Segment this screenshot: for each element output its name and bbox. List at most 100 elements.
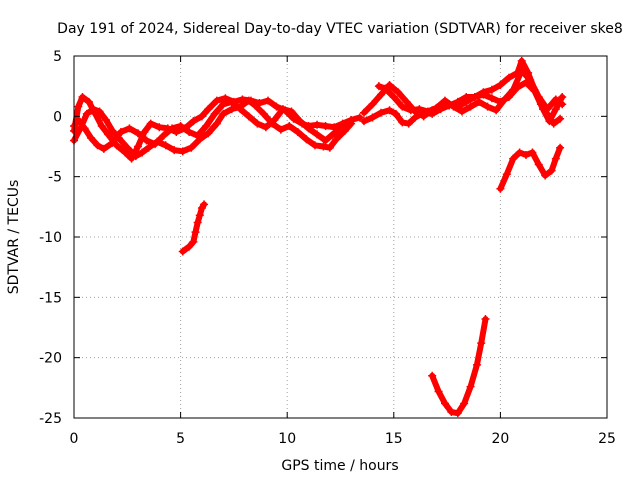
chart-title: Day 191 of 2024, Sidereal Day-to-day VTE… [57, 21, 623, 37]
data-point [330, 129, 339, 138]
data-point [502, 170, 511, 179]
data-point [104, 130, 113, 139]
data-point [176, 121, 185, 130]
series-sat-4 [178, 200, 209, 256]
data-point [428, 371, 437, 380]
data-point [313, 120, 322, 129]
data-point [528, 148, 537, 157]
data-point [251, 101, 260, 110]
data-point [434, 387, 443, 396]
data-point [278, 105, 287, 114]
data-point [483, 102, 492, 111]
data-point [212, 96, 221, 105]
data-point [440, 96, 449, 105]
data-point [189, 237, 198, 246]
data-point [219, 100, 228, 109]
data-point [398, 102, 407, 111]
x-tick-label: 20 [491, 431, 509, 447]
data-point [121, 148, 130, 157]
data-point [108, 138, 117, 147]
data-point [272, 102, 281, 111]
data-point [472, 360, 481, 369]
y-tick-label: -25 [39, 411, 62, 427]
data-point [460, 399, 469, 408]
series-sat-3 [70, 97, 347, 153]
data-point [477, 339, 486, 348]
x-tick-label: 0 [70, 431, 79, 447]
data-point [87, 134, 96, 143]
data-point [385, 106, 394, 115]
y-tick-label: -20 [39, 351, 62, 367]
data-point [547, 166, 556, 175]
data-point [212, 119, 221, 128]
data-point [189, 117, 198, 126]
data-point [236, 105, 245, 114]
data-point [159, 131, 168, 140]
data-point [347, 119, 356, 128]
data-point [89, 105, 98, 114]
series-sat-7 [374, 66, 567, 116]
data-point [302, 135, 311, 144]
data-point [178, 247, 187, 256]
data-point [146, 119, 155, 128]
data-point [185, 128, 194, 137]
data-point [123, 143, 132, 152]
data-point [200, 200, 209, 209]
data-point [402, 97, 411, 106]
data-point [295, 117, 304, 126]
x-tick-label: 5 [176, 431, 185, 447]
data-point [202, 121, 211, 130]
data-point [319, 142, 328, 151]
data-point [466, 102, 475, 111]
data-point [168, 124, 177, 133]
data-point [155, 123, 164, 132]
data-point [543, 105, 552, 114]
data-point [558, 93, 567, 102]
series-sat-8 [496, 143, 565, 193]
data-point [197, 112, 206, 121]
data-point [458, 107, 467, 116]
data-point [84, 97, 93, 106]
plot-frame [73, 55, 608, 419]
data-point [204, 105, 213, 114]
y-tick-label: -10 [39, 230, 62, 246]
data-point [496, 80, 505, 89]
data-point [466, 382, 475, 391]
data-point [462, 93, 471, 102]
data-point [504, 73, 513, 82]
x-tick-label: 15 [385, 431, 403, 447]
data-point [125, 124, 134, 133]
data-point [74, 115, 83, 124]
data-point [310, 141, 319, 150]
series-line [71, 98, 346, 152]
data-point [313, 130, 322, 139]
data-point [517, 66, 526, 75]
data-point [481, 315, 490, 324]
data-point [500, 95, 509, 104]
data-point [101, 115, 110, 124]
data-point [116, 128, 125, 137]
data-point [541, 171, 550, 180]
data-point [253, 119, 262, 128]
y-tick-label: 5 [53, 49, 62, 65]
data-point [95, 107, 104, 116]
series-layer [70, 56, 567, 418]
data-point [423, 107, 432, 116]
data-point [259, 109, 268, 118]
data-point [293, 128, 302, 137]
data-point [244, 96, 253, 105]
data-point [131, 152, 140, 161]
data-point [97, 121, 106, 130]
data-point [178, 147, 187, 156]
data-point [487, 85, 496, 94]
data-point [449, 102, 458, 111]
data-point [264, 96, 273, 105]
data-point [534, 160, 543, 169]
data-point [551, 105, 560, 114]
x-tick-label: 25 [598, 431, 616, 447]
data-point [332, 135, 341, 144]
data-point [133, 129, 142, 138]
data-point [381, 84, 390, 93]
data-point [304, 124, 313, 133]
data-point [526, 76, 535, 85]
